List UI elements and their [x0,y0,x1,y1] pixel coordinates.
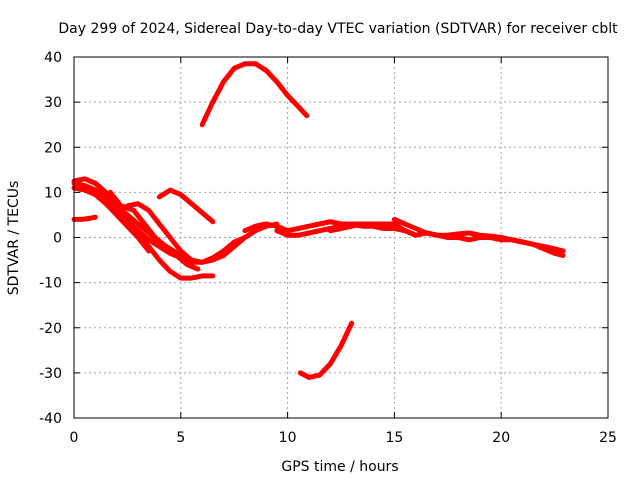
y-tick-label: 20 [44,140,62,156]
x-tick-label: 20 [492,430,510,446]
series-arc-2 [71,176,216,281]
y-tick-label: -20 [39,321,62,337]
series-group [71,61,566,380]
series-arc-10 [242,219,419,238]
x-axis-label: GPS time / hours [281,459,398,475]
series-arc-1 [71,214,98,222]
series-arc-8 [156,187,216,225]
x-tick-label: 0 [70,430,79,446]
y-tick-label: 10 [44,185,62,201]
x-tick-label: 15 [385,430,403,446]
y-tick-label: 40 [44,50,62,66]
chart-title: Day 299 of 2024, Sidereal Day-to-day VTE… [58,21,618,37]
y-tick-label: -40 [39,411,62,427]
series-arc-14 [297,320,355,380]
y-tick-label: -30 [39,366,62,382]
y-tick-label: 30 [44,95,62,111]
series-arc-7 [103,198,248,265]
x-tick-label: 25 [599,430,617,446]
x-tick-label: 10 [279,430,297,446]
y-axis-label: SDTVAR / TECUs [6,181,22,296]
x-tick-label: 5 [176,430,185,446]
y-tick-label: 0 [53,231,62,247]
axis-ticks: 0 5 10 15 20 25 -40 -30 -20 -10 0 10 20 30 40 [39,50,617,446]
y-tick-label: -10 [39,276,62,292]
series-arc-9 [199,61,310,128]
series-arc-13 [391,216,566,254]
